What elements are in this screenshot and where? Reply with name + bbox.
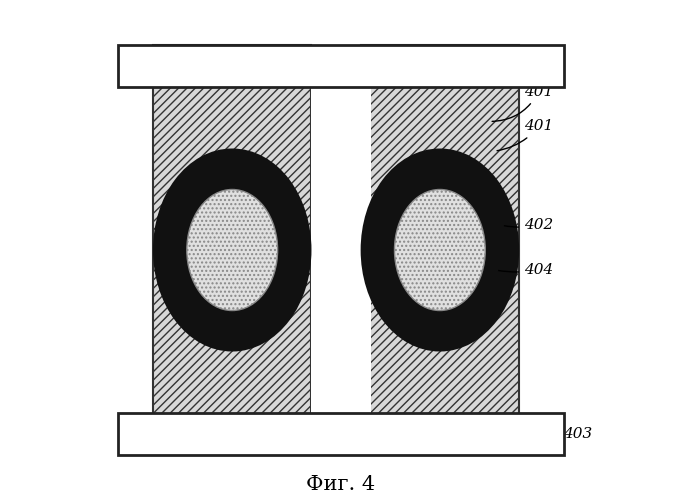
Ellipse shape (180, 180, 284, 320)
Ellipse shape (394, 190, 486, 310)
Bar (153, 45, 312, 455)
Ellipse shape (187, 190, 278, 310)
Text: 403: 403 (557, 427, 593, 441)
Bar (119, 413, 563, 455)
Text: 402: 402 (505, 218, 553, 232)
Ellipse shape (373, 161, 507, 339)
Ellipse shape (383, 174, 496, 326)
Bar (312, 87, 370, 455)
Bar (119, 45, 563, 87)
Text: 401: 401 (492, 85, 553, 122)
Ellipse shape (388, 180, 492, 320)
Bar (361, 45, 519, 455)
Ellipse shape (175, 174, 289, 326)
Text: Фиг. 4: Фиг. 4 (306, 476, 376, 494)
Ellipse shape (166, 161, 299, 339)
Text: 404: 404 (497, 263, 553, 277)
Text: 401: 401 (497, 120, 553, 150)
